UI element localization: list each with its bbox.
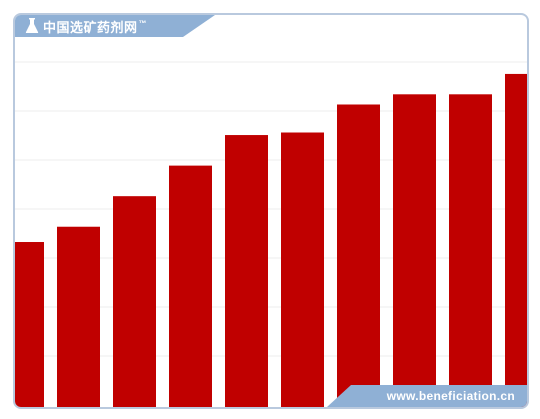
bar-3 <box>113 196 156 407</box>
bar-8 <box>393 94 436 407</box>
chart-frame: 中国选矿药剂网™ www.beneficiation.cn <box>13 13 529 409</box>
bar-4 <box>169 165 212 407</box>
flask-icon <box>25 18 39 33</box>
brand-name: 中国选矿药剂网™ <box>43 19 148 35</box>
bar-10 <box>505 73 527 407</box>
footer-url-tab: www.beneficiation.cn <box>327 385 527 407</box>
bar-chart <box>15 61 527 407</box>
bar-2 <box>57 226 100 407</box>
footer-url: www.beneficiation.cn <box>386 389 515 403</box>
bar-7 <box>337 104 380 407</box>
header-brand-tab: 中国选矿药剂网™ <box>15 15 215 37</box>
bar-9 <box>449 94 492 407</box>
trademark-mark: ™ <box>138 19 148 29</box>
bar-6 <box>281 132 324 407</box>
bar-5 <box>225 135 268 407</box>
bar-1 <box>15 242 44 407</box>
